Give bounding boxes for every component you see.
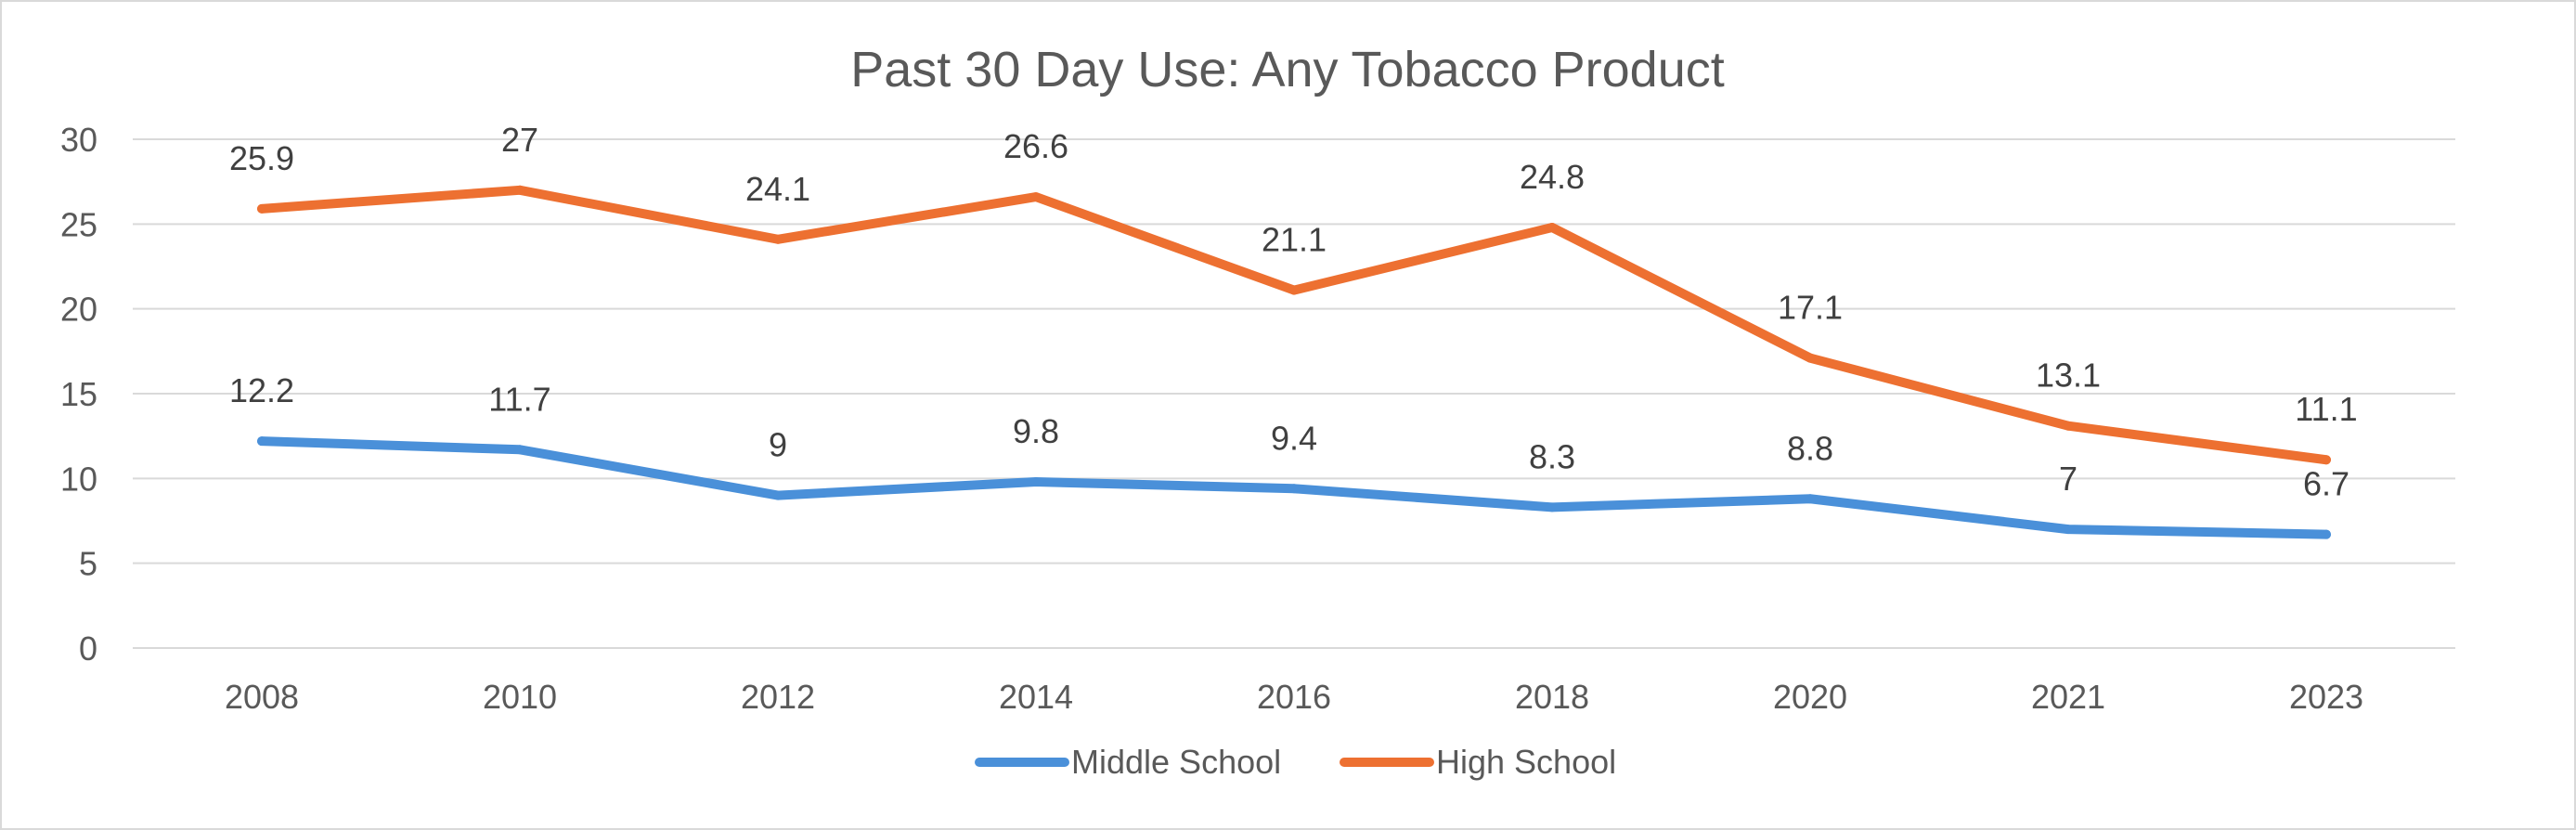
x-axis-ticks: 2008 2010 2012 2014 2016 2018 2020 2021 2023	[225, 678, 2363, 716]
data-point	[2322, 529, 2331, 539]
x-tick-label: 2008	[225, 678, 299, 716]
x-tick-label: 2018	[1515, 678, 1589, 716]
data-label: 9.8	[1013, 412, 1059, 450]
data-point	[2322, 455, 2331, 465]
data-label: 9.4	[1271, 419, 1317, 457]
x-tick-label: 2014	[999, 678, 1073, 716]
data-label: 8.3	[1529, 437, 1575, 475]
y-tick-label: 20	[60, 291, 97, 329]
data-label: 24.8	[1520, 158, 1585, 196]
x-tick-label: 2010	[483, 678, 557, 716]
data-label: 24.1	[745, 170, 810, 208]
data-label: 25.9	[229, 139, 294, 177]
data-point	[1289, 285, 1299, 295]
data-point	[1806, 353, 1815, 363]
legend: Middle School High School	[975, 743, 1616, 781]
legend-label: High School	[1436, 743, 1616, 781]
data-point	[1031, 476, 1041, 486]
data-point	[515, 445, 524, 455]
legend-label: Middle School	[1071, 743, 1281, 781]
data-label: 27	[501, 121, 538, 159]
x-tick-label: 2016	[1257, 678, 1331, 716]
data-label: 21.1	[1262, 221, 1327, 259]
data-point	[257, 436, 266, 447]
y-tick-label: 25	[60, 205, 97, 243]
y-tick-label: 10	[60, 460, 97, 498]
data-label: 17.1	[1778, 289, 1843, 327]
x-tick-label: 2012	[741, 678, 815, 716]
chart-title: Past 30 Day Use: Any Tobacco Product	[850, 42, 1725, 97]
data-point	[1031, 192, 1041, 202]
y-tick-label: 30	[60, 121, 97, 159]
data-point	[1806, 494, 1815, 504]
series-lines	[257, 185, 2331, 539]
y-tick-label: 15	[60, 375, 97, 413]
data-label: 7	[2059, 460, 2078, 498]
data-label: 9	[769, 426, 787, 464]
data-label: 6.7	[2303, 465, 2349, 503]
data-point	[1547, 502, 1557, 512]
data-point	[773, 234, 783, 244]
data-point	[2064, 421, 2073, 431]
x-tick-label: 2023	[2289, 678, 2363, 716]
data-label: 11.1	[2295, 390, 2357, 428]
y-tick-label: 0	[79, 629, 97, 668]
data-point	[257, 203, 266, 214]
data-label: 12.2	[229, 371, 294, 409]
x-tick-label: 2021	[2031, 678, 2105, 716]
data-label: 26.6	[1003, 127, 1068, 165]
data-label: 13.1	[2036, 357, 2101, 395]
data-labels: 12.2 11.7 9 9.8 9.4 8.3 8.8 7 6.7 25.9 27 24.1 26.6 2…	[229, 121, 2358, 503]
data-label: 8.8	[1787, 429, 1833, 467]
x-tick-label: 2020	[1773, 678, 1847, 716]
data-label: 11.7	[488, 380, 550, 418]
gridlines	[133, 138, 2455, 649]
data-point	[1547, 222, 1557, 232]
y-tick-label: 5	[79, 545, 97, 583]
data-point	[2064, 525, 2073, 535]
data-point	[515, 185, 524, 195]
data-point	[1289, 484, 1299, 494]
y-axis-ticks: 0 5 10 15 20 25 30	[60, 121, 97, 668]
data-point	[773, 490, 783, 500]
